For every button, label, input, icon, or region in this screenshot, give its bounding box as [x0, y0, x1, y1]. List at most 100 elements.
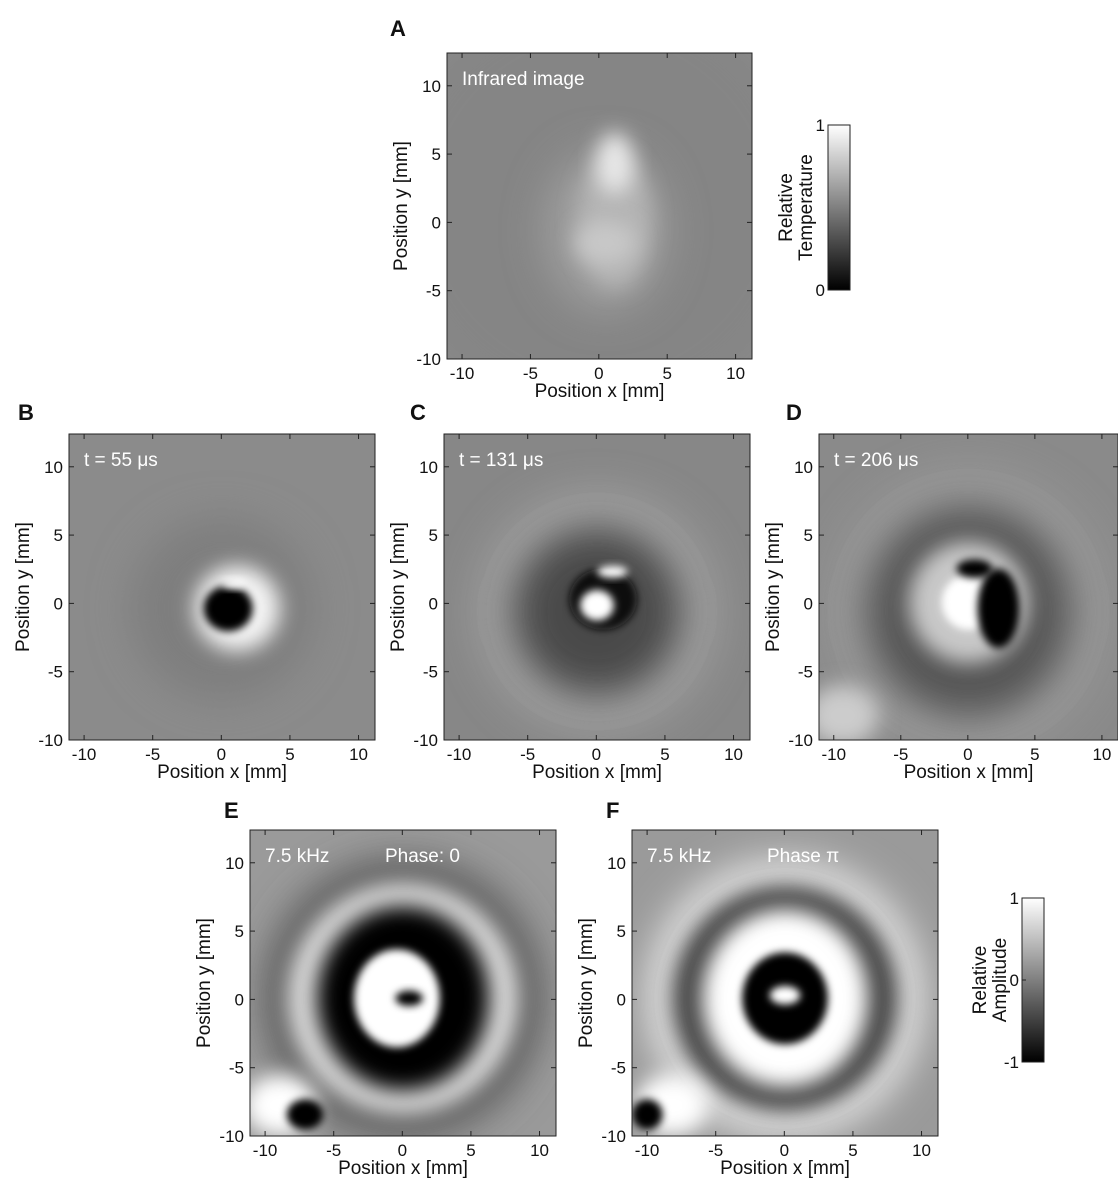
x-tick-label: -10 [821, 745, 846, 764]
heatmap-image [250, 830, 556, 1136]
x-axis-label: Position x [mm] [532, 762, 662, 783]
panel-letter: D [786, 400, 802, 425]
y-tick-label: -5 [798, 663, 813, 682]
image-feature [819, 684, 879, 740]
x-tick-label: 5 [848, 1141, 857, 1160]
x-tick-label: -10 [72, 745, 97, 764]
image-feature [597, 565, 628, 578]
image-feature [769, 986, 801, 1005]
y-tick-label: -10 [416, 350, 441, 369]
annotation: t = 55 μs [84, 450, 158, 471]
y-axis-label: Position y [mm] [763, 522, 784, 652]
plot-frame [631, 829, 939, 1137]
y-tick-label: -5 [229, 1059, 244, 1078]
y-tick-label: 0 [54, 594, 63, 613]
image-feature [395, 990, 423, 1006]
plot-frame [818, 433, 1118, 741]
colorbar-label: Temperature [796, 154, 817, 261]
y-tick-label: 0 [432, 213, 441, 232]
y-tick-label: -10 [601, 1127, 626, 1146]
x-axis-label: Position x [mm] [338, 1158, 468, 1179]
y-tick-label: 10 [419, 458, 438, 477]
y-tick-label: 5 [617, 922, 626, 941]
y-tick-label: -5 [48, 663, 63, 682]
x-tick-label: 0 [780, 1141, 789, 1160]
y-tick-label: 5 [429, 526, 438, 545]
y-tick-label: 10 [225, 854, 244, 873]
heatmap-image [632, 830, 938, 1136]
x-tick-label: 5 [660, 745, 669, 764]
x-tick-label: 10 [912, 1141, 931, 1160]
y-tick-label: -10 [38, 731, 63, 750]
image-feature [203, 585, 253, 632]
y-tick-label: -5 [426, 282, 441, 301]
x-tick-label: -10 [635, 1141, 660, 1160]
x-tick-label: -5 [523, 364, 538, 383]
x-tick-label: -10 [253, 1141, 278, 1160]
annotation: 7.5 kHz [265, 846, 329, 867]
y-axis-label: Position y [mm] [13, 522, 34, 652]
x-tick-label: 5 [466, 1141, 475, 1160]
y-axis-label: Position y [mm] [194, 918, 215, 1048]
annotation: Phase π [767, 846, 839, 867]
y-tick-label: 10 [422, 77, 441, 96]
image-feature [596, 132, 634, 194]
heatmap-image [447, 53, 752, 359]
x-tick-label: 0 [217, 745, 226, 764]
x-tick-label: -5 [145, 745, 160, 764]
image-feature [286, 1099, 324, 1130]
colorbar-label: Amplitude [990, 938, 1011, 1023]
x-axis-label: Position x [mm] [535, 381, 665, 402]
x-tick-label: 10 [724, 745, 743, 764]
colorbar-tick-label: 0 [1010, 971, 1019, 990]
x-tick-label: 5 [1030, 745, 1039, 764]
image-feature [632, 1099, 663, 1130]
x-tick-label: 10 [726, 364, 745, 383]
y-axis-label: Position y [mm] [576, 918, 597, 1048]
panel-letter: A [390, 16, 406, 41]
image-feature [977, 568, 1020, 649]
x-tick-label: -5 [326, 1141, 341, 1160]
panel-letter: B [18, 400, 34, 425]
panel-letter: C [410, 400, 426, 425]
plot-frame [446, 52, 753, 360]
plot-frame [68, 433, 376, 741]
plot-frame [249, 829, 557, 1137]
y-tick-label: -10 [219, 1127, 244, 1146]
panel-letter: E [224, 798, 239, 823]
x-tick-label: 0 [963, 745, 972, 764]
image-feature [575, 221, 637, 265]
annotation: Phase: 0 [385, 846, 460, 867]
y-tick-label: -5 [611, 1059, 626, 1078]
plot-frame [443, 433, 751, 741]
y-tick-label: -10 [413, 731, 438, 750]
x-axis-label: Position x [mm] [157, 762, 287, 783]
x-tick-label: 10 [349, 745, 368, 764]
y-tick-label: 0 [429, 594, 438, 613]
annotation: Infrared image [462, 69, 585, 90]
heatmap-image [819, 434, 1118, 740]
colorbar-tick-label: 1 [816, 116, 825, 135]
y-tick-label: -10 [788, 731, 813, 750]
x-tick-label: 0 [592, 745, 601, 764]
y-tick-label: 5 [804, 526, 813, 545]
x-tick-label: 5 [662, 364, 671, 383]
y-tick-label: 5 [54, 526, 63, 545]
colorbar [827, 124, 851, 291]
x-tick-label: 10 [1092, 745, 1111, 764]
panel-letter: F [606, 798, 619, 823]
y-tick-label: 5 [432, 145, 441, 164]
y-tick-label: 5 [235, 922, 244, 941]
x-tick-label: -5 [893, 745, 908, 764]
y-axis-label: Position y [mm] [391, 141, 412, 271]
y-tick-label: 10 [794, 458, 813, 477]
annotation: t = 206 μs [834, 450, 918, 471]
x-tick-label: 0 [398, 1141, 407, 1160]
x-axis-label: Position x [mm] [720, 1158, 850, 1179]
y-tick-label: 0 [235, 990, 244, 1009]
y-tick-label: 10 [607, 854, 626, 873]
image-feature [222, 579, 247, 589]
colorbar-tick-label: -1 [1004, 1053, 1019, 1072]
y-tick-label: 0 [804, 594, 813, 613]
